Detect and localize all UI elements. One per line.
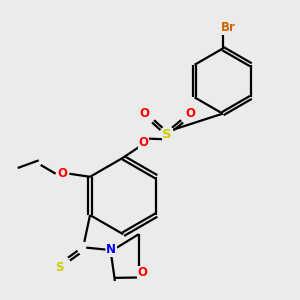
Text: O: O: [137, 266, 148, 279]
Text: Br: Br: [221, 21, 236, 34]
Text: S: S: [162, 128, 172, 141]
Text: S: S: [55, 261, 64, 274]
Text: O: O: [185, 107, 195, 120]
Text: N: N: [106, 243, 116, 256]
Text: O: O: [138, 136, 148, 149]
Text: O: O: [139, 107, 149, 120]
Text: O: O: [58, 167, 68, 180]
